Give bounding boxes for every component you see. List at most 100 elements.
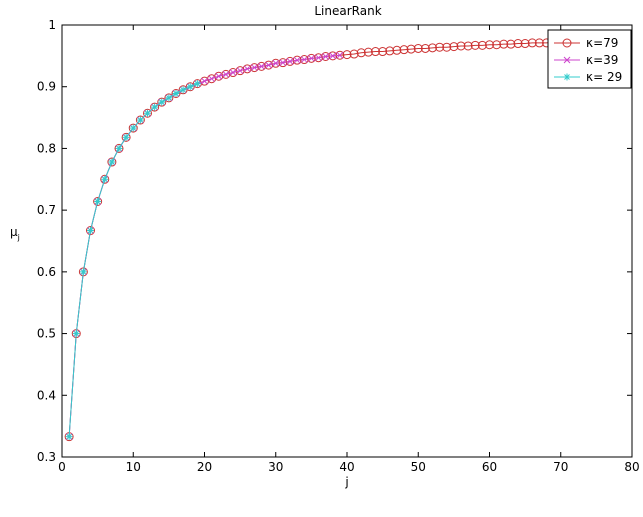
data-point (406, 44, 416, 54)
data-point (79, 268, 87, 276)
data-point-stroke (229, 69, 237, 76)
data-point-stroke (208, 75, 215, 83)
data-point (208, 75, 215, 83)
y-axis-label: μj (10, 225, 20, 242)
data-point (129, 124, 137, 132)
series-1 (64, 35, 630, 442)
data-point (122, 133, 130, 141)
legend-marker-stroke (563, 56, 571, 64)
data-point (229, 69, 237, 76)
y-tick-label: 0.4 (37, 388, 56, 402)
y-tick-label: 1 (48, 18, 56, 32)
data-point (413, 43, 423, 53)
legend-box (547, 29, 632, 89)
data-point-stroke (87, 227, 94, 234)
data-point-stroke (243, 65, 251, 73)
data-point-stroke (222, 71, 230, 78)
x-tick-label: 30 (268, 460, 283, 474)
data-point-stroke (187, 83, 194, 90)
data-point (144, 109, 151, 117)
data-point-stroke (180, 86, 186, 93)
data-point (228, 68, 238, 78)
data-point (470, 40, 480, 50)
data-point (157, 97, 167, 107)
data-point-stroke (201, 77, 208, 85)
data-point (293, 56, 301, 64)
data-point (506, 39, 516, 49)
data-point (392, 45, 402, 55)
legend-label: κ=39 (586, 53, 618, 67)
data-point-stroke (286, 58, 294, 65)
data-point (249, 63, 259, 73)
series-line (68, 83, 198, 437)
data-point (520, 39, 530, 49)
data-point (264, 60, 274, 70)
data-point (258, 62, 265, 70)
legend: κ=79 κ=39 κ= 29 (547, 29, 632, 89)
data-point (492, 40, 502, 50)
data-point-stroke (130, 125, 137, 131)
data-point-stroke (194, 80, 201, 87)
data-point (485, 40, 494, 50)
data-point (186, 83, 194, 91)
data-point-stroke (94, 198, 101, 205)
data-point-stroke (137, 117, 144, 123)
data-point-stroke (123, 134, 129, 141)
series-2 (65, 51, 344, 440)
data-point-stroke (308, 54, 315, 62)
data-point (150, 102, 160, 112)
legend-marker (563, 56, 571, 64)
y-tick-label: 0.7 (37, 203, 56, 217)
chart-title: LinearRank (314, 4, 381, 18)
data-point (329, 52, 337, 60)
data-point (257, 61, 266, 71)
data-point (442, 42, 452, 52)
x-tick-label: 70 (553, 460, 568, 474)
legend-marker (563, 73, 571, 81)
data-point (463, 41, 473, 51)
data-point (378, 47, 388, 57)
data-point-stroke (173, 90, 179, 97)
data-point (201, 77, 208, 85)
x-tick-label: 10 (126, 460, 141, 474)
data-point-stroke (144, 110, 151, 117)
data-point (115, 144, 123, 152)
data-point-stroke (293, 56, 301, 64)
axes (61, 24, 633, 458)
data-point (513, 39, 523, 49)
data-point (371, 47, 380, 57)
axis-ticks: 0 10 20 30 40 50 60 70 80 0.3 0.4 0.5 0.6 0.7 0.8 0.9 1 (37, 18, 640, 474)
data-point-stroke (151, 104, 158, 110)
data-point-stroke (73, 330, 80, 337)
data-point (308, 54, 315, 62)
data-point (158, 98, 166, 106)
x-tick-label: 80 (624, 460, 639, 474)
data-point (356, 48, 366, 58)
data-point-stroke (272, 59, 280, 67)
data-point-stroke (80, 269, 87, 275)
data-point-stroke (329, 52, 337, 60)
data-point (527, 38, 537, 48)
series-line (68, 54, 340, 437)
data-point (322, 53, 329, 60)
y-tick-label: 0.8 (37, 141, 56, 155)
data-point (420, 43, 430, 53)
data-point (179, 86, 187, 94)
legend-label: κ=79 (586, 36, 618, 50)
data-point (65, 433, 73, 441)
series-layer (64, 35, 630, 442)
data-point-stroke (166, 94, 172, 101)
legend-item: κ=79 (554, 36, 618, 50)
data-point (221, 69, 231, 79)
data-point-stroke (279, 59, 287, 66)
x-tick-label: 20 (197, 460, 212, 474)
data-point (114, 143, 124, 153)
data-point (107, 157, 117, 167)
data-point-stroke (66, 433, 72, 440)
data-point (342, 50, 352, 60)
data-point (385, 46, 395, 56)
data-point (165, 94, 173, 102)
y-axis-label-subscript: j (17, 233, 20, 242)
